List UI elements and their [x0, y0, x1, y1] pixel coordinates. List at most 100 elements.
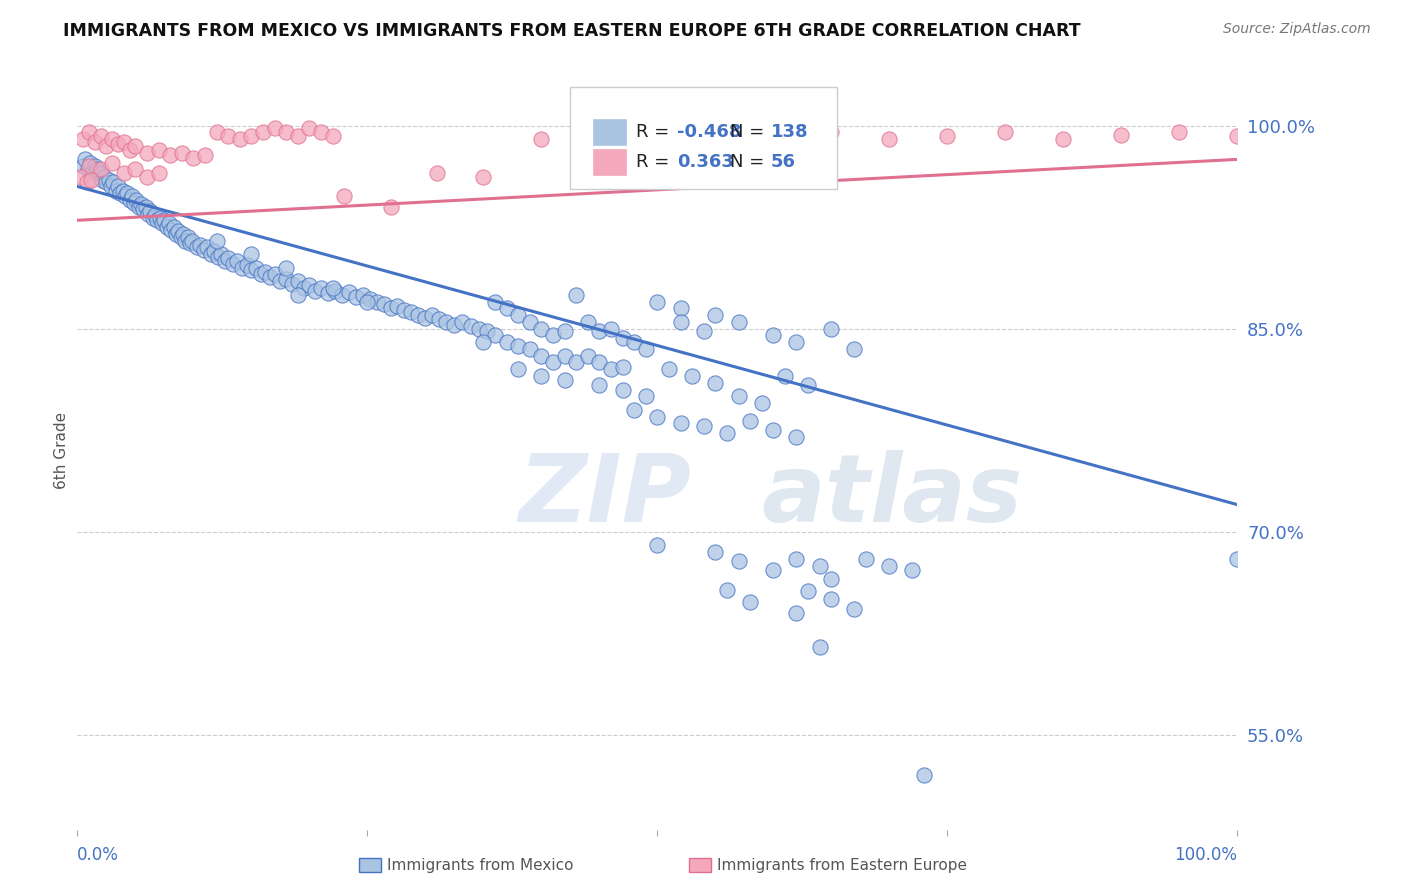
Point	[75, 153, 97, 167]
Point	[658, 362, 681, 376]
Point	[844, 342, 866, 356]
Point	[125, 193, 148, 207]
Point	[159, 148, 181, 162]
Point	[274, 260, 298, 275]
Point	[176, 229, 198, 244]
Point	[142, 211, 165, 225]
Point	[530, 369, 553, 384]
Point	[420, 308, 443, 322]
Point	[693, 419, 716, 434]
Point	[129, 197, 152, 211]
Point	[101, 156, 124, 170]
Point	[785, 551, 807, 566]
Point	[484, 294, 506, 309]
Point	[170, 145, 193, 160]
Point	[107, 179, 129, 194]
Point	[669, 315, 692, 329]
Point	[202, 244, 225, 259]
Point	[333, 189, 356, 203]
Point	[157, 216, 180, 230]
Point	[274, 271, 298, 285]
Point	[762, 129, 785, 144]
Point	[554, 324, 576, 338]
Point	[820, 572, 842, 586]
Point	[380, 200, 402, 214]
Point	[366, 294, 388, 309]
Point	[110, 186, 132, 201]
Point	[90, 161, 111, 176]
Point	[427, 312, 450, 326]
Point	[209, 247, 232, 261]
Point	[77, 159, 100, 173]
Text: Immigrants from Eastern Europe: Immigrants from Eastern Europe	[717, 858, 967, 872]
Point	[76, 175, 98, 189]
Point	[287, 129, 309, 144]
Point	[472, 335, 495, 350]
Text: 100.0%: 100.0%	[1174, 846, 1237, 863]
Point	[287, 287, 309, 301]
Point	[1168, 125, 1191, 139]
Point	[647, 125, 669, 139]
Point	[118, 143, 141, 157]
Point	[135, 200, 157, 214]
Point	[287, 274, 309, 288]
Point	[162, 220, 184, 235]
Point	[330, 287, 353, 301]
Point	[1052, 132, 1074, 146]
Point	[259, 270, 281, 285]
Point	[69, 169, 91, 184]
Point	[132, 202, 155, 217]
Point	[112, 135, 135, 149]
Point	[114, 189, 136, 203]
Point	[740, 595, 762, 609]
Point	[214, 254, 236, 268]
Point	[588, 324, 610, 338]
Point	[195, 240, 218, 254]
Point	[274, 125, 298, 139]
Point	[634, 342, 657, 356]
Point	[148, 143, 170, 157]
Point	[612, 359, 634, 374]
Point	[855, 551, 877, 566]
Point	[762, 423, 785, 437]
Point	[472, 169, 495, 184]
Point	[576, 315, 599, 329]
Point	[600, 362, 623, 376]
Point	[148, 166, 170, 180]
Point	[808, 640, 831, 654]
Point	[149, 211, 172, 225]
Text: 138: 138	[770, 123, 808, 142]
Point	[104, 184, 127, 198]
Point	[90, 172, 112, 186]
Point	[77, 125, 100, 139]
Point	[337, 285, 360, 299]
Point	[387, 299, 409, 313]
Text: R =: R =	[637, 153, 675, 171]
Point	[623, 335, 645, 350]
Point	[554, 373, 576, 387]
Point	[240, 263, 263, 277]
Point	[150, 216, 173, 230]
Text: atlas: atlas	[762, 450, 1024, 542]
Text: 0.0%: 0.0%	[77, 846, 120, 863]
Point	[245, 260, 267, 275]
Point	[506, 308, 529, 322]
Point	[413, 310, 436, 325]
Point	[96, 175, 118, 189]
Text: Immigrants from Mexico: Immigrants from Mexico	[387, 858, 574, 872]
Point	[205, 234, 228, 248]
Point	[1226, 129, 1249, 144]
Point	[623, 402, 645, 417]
Point	[541, 328, 564, 343]
Point	[101, 132, 124, 146]
FancyBboxPatch shape	[571, 87, 837, 189]
Point	[1226, 551, 1249, 566]
Point	[118, 193, 141, 207]
Point	[217, 251, 239, 265]
Point	[877, 558, 901, 573]
Point	[111, 184, 134, 198]
Point	[179, 236, 201, 251]
Point	[495, 301, 517, 316]
Point	[467, 321, 489, 335]
Point	[90, 129, 111, 144]
